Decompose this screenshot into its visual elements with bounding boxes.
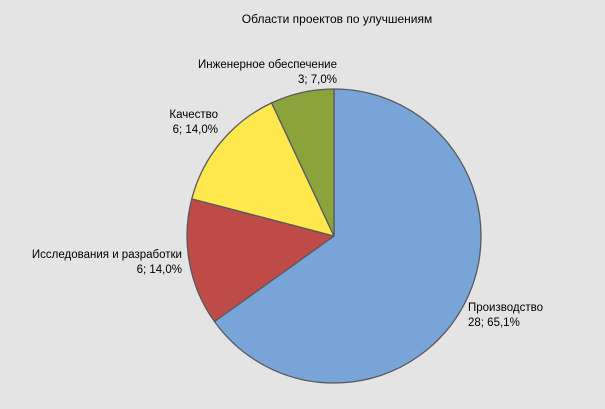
pie-slice-engineering-support	[270, 88, 335, 237]
pie-slice-research-development	[186, 198, 335, 323]
pie-slice-production	[213, 88, 482, 384]
chart-title: Области проектов по улучшениям	[241, 12, 433, 26]
slice-label-quality: Качество 6; 14,0%	[169, 108, 218, 137]
pie-slice-quality	[191, 102, 335, 237]
slice-label-research-development-name: Исследования и разработки	[31, 249, 182, 261]
slice-label-production-name: Производство	[468, 302, 543, 314]
slice-label-quality-name: Качество	[169, 109, 218, 121]
slice-label-research-development-value: 6; 14,0%	[136, 263, 182, 276]
slice-label-production-value: 28; 65,1%	[468, 316, 520, 329]
slice-label-quality-value: 6; 14,0%	[172, 123, 218, 136]
slice-label-research-development: Исследования и разработки 6; 14,0%	[32, 248, 182, 277]
slice-label-engineering-support: Инженерное обеспечение 3; 7,0%	[198, 58, 337, 87]
slice-label-engineering-support-value: 3; 7,0%	[298, 73, 337, 86]
slice-label-engineering-support-name: Инженерное обеспечение	[198, 59, 337, 71]
slice-label-production: Производство 28; 65,1%	[468, 301, 543, 330]
